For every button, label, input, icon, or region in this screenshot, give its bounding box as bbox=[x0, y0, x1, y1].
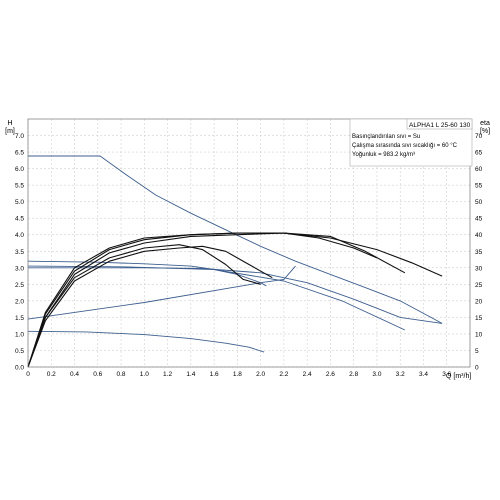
x-tick-label: 0.6 bbox=[93, 371, 102, 378]
x-tick-label: 0.4 bbox=[70, 371, 79, 378]
y-left-tick-label: 6.5 bbox=[15, 150, 24, 157]
x-tick-label: 2.2 bbox=[279, 371, 288, 378]
head-curve bbox=[27, 265, 296, 320]
y-left-tick-label: 4.5 bbox=[15, 216, 24, 223]
x-tick-label: 3.0 bbox=[372, 371, 381, 378]
x-tick-label: 2.8 bbox=[349, 371, 358, 378]
x-tick-label: 3.4 bbox=[419, 371, 428, 378]
y-right-tick-label: 60 bbox=[475, 166, 483, 173]
y-left-tick-label: 0.0 bbox=[15, 365, 24, 372]
y-left-tick-label: 0.5 bbox=[15, 348, 24, 355]
y-right-tick-label: 25 bbox=[475, 282, 483, 289]
x-tick-label: 1.6 bbox=[210, 371, 219, 378]
y-left-tick-label: 5.5 bbox=[15, 183, 24, 190]
y-right-tick-label: 45 bbox=[475, 216, 483, 223]
efficiency-curve bbox=[27, 232, 443, 368]
efficiency-curve bbox=[27, 244, 261, 368]
y-right-tick-label: 35 bbox=[475, 249, 483, 256]
product-title-box bbox=[406, 118, 473, 130]
head-curve bbox=[27, 330, 265, 353]
x-tick-label: 0.8 bbox=[117, 371, 126, 378]
y-left-tick-label: 1.0 bbox=[15, 331, 24, 338]
y-left-tick-label: 2.5 bbox=[15, 282, 24, 289]
axes: 0 0.2 0.4 0.6 0.8 1.0 1.2 1.4 1.6 1.8 2.0 2.2 2.4 2.6… bbox=[15, 118, 483, 378]
x-tick-label: 2.6 bbox=[326, 371, 335, 378]
info-line-density: Yoğunluk = 983.2 kg/m³ bbox=[352, 152, 415, 158]
y-right-tick-label: 0 bbox=[475, 365, 479, 372]
y-left-unit: [m] bbox=[5, 128, 15, 135]
head-curve bbox=[28, 267, 443, 324]
x-tick-label: 1.4 bbox=[186, 371, 195, 378]
efficiency-curve bbox=[27, 245, 273, 368]
info-line-liquid: Basınçlandırılan sıvı = Su bbox=[352, 134, 420, 140]
x-tick-label: 1.2 bbox=[163, 371, 172, 378]
y-left-tick-label: 2.0 bbox=[15, 298, 24, 305]
y-left-tick-label: 6.0 bbox=[15, 166, 24, 173]
y-right-tick-label: 50 bbox=[475, 199, 483, 206]
y-left-tick-label: 7.0 bbox=[15, 133, 24, 140]
y-right-tick-label: 5 bbox=[475, 348, 479, 355]
x-tick-label: 3.6 bbox=[442, 371, 451, 378]
y-right-tick-label: 55 bbox=[475, 183, 483, 190]
y-left-tick-label: 3.0 bbox=[15, 265, 24, 272]
y-left-tick-label: 1.5 bbox=[15, 315, 24, 322]
x-tick-label: 1.0 bbox=[140, 371, 149, 378]
head-curve bbox=[27, 260, 267, 287]
x-tick-label: 2.0 bbox=[256, 371, 265, 378]
y-right-tick-label: 10 bbox=[475, 331, 483, 338]
x-tick-label: 1.8 bbox=[233, 371, 242, 378]
x-tick-label: 3.2 bbox=[396, 371, 405, 378]
info-line-temperature: Çalışma sırasında sıvı sıcaklığı = 60 °C bbox=[352, 143, 458, 149]
y-right-tick-label: 20 bbox=[475, 298, 483, 305]
curves bbox=[27, 155, 443, 368]
x-tick-label: 0.2 bbox=[47, 371, 56, 378]
y-right-label: eta bbox=[480, 120, 490, 127]
y-left-tick-label: 3.5 bbox=[15, 249, 24, 256]
efficiency-curve bbox=[27, 232, 378, 368]
y-left-label: H bbox=[7, 120, 12, 127]
x-tick-label: 2.4 bbox=[303, 371, 312, 378]
y-right-tick-label: 65 bbox=[475, 150, 483, 157]
y-left-tick-label: 4.0 bbox=[15, 232, 24, 239]
x-axis-label: Q [m³/h] bbox=[446, 373, 471, 380]
y-right-tick-label: 70 bbox=[475, 133, 483, 140]
head-curve bbox=[27, 265, 406, 331]
y-right-unit: [%] bbox=[480, 128, 490, 135]
y-right-tick-label: 15 bbox=[475, 315, 483, 322]
head-curve bbox=[28, 155, 443, 324]
efficiency-curve bbox=[27, 232, 406, 368]
y-left-tick-label: 5.0 bbox=[15, 199, 24, 206]
plot-frame bbox=[27, 118, 471, 368]
x-tick-label: 0 bbox=[26, 371, 30, 378]
y-right-tick-label: 30 bbox=[475, 265, 483, 272]
y-right-tick-label: 40 bbox=[475, 232, 483, 239]
product-title: ALPHA1 L 25-60 130 bbox=[409, 122, 471, 129]
